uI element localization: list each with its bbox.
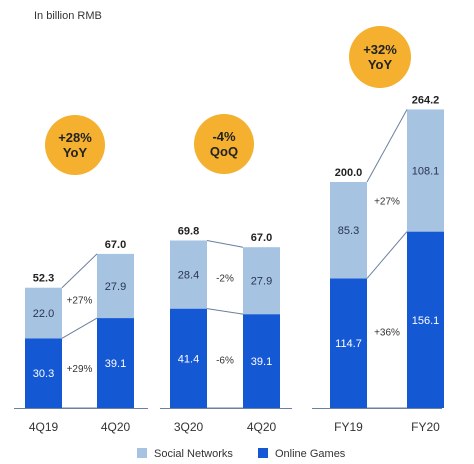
legend-label-social-networks: Social Networks (154, 448, 233, 460)
bar-social-networks-3q20 (170, 240, 207, 309)
bar-social-networks-4q20 (97, 253, 134, 319)
data-label-social-networks-fy20: 108.1 (412, 166, 440, 178)
data-label-social-networks-fy19: 85.3 (338, 225, 359, 237)
x-tick-label-fy20: FY20 (411, 420, 440, 434)
total-label-3q20: 69.8 (178, 225, 199, 237)
total-label-fy20: 264.2 (412, 94, 440, 106)
bar-online-games-4q20 (97, 318, 134, 408)
badge-value: +32% (363, 42, 397, 57)
total-label-4q20: 67.0 (105, 239, 126, 251)
data-label-online-games-fy20: 156.1 (412, 315, 440, 327)
data-label-online-games-4q20: 39.1 (105, 358, 126, 370)
bar-online-games-fy19 (330, 278, 367, 408)
data-label-social-networks-4q20: 27.9 (105, 281, 126, 293)
badge-circle (194, 114, 254, 174)
data-label-online-games-3q20: 41.4 (178, 353, 199, 365)
data-label-online-games-4q19: 30.3 (33, 368, 54, 380)
badge-label: QoQ (210, 144, 238, 159)
badge-label: YoY (63, 145, 88, 160)
growth-label-social-networks: +27% (67, 295, 93, 306)
data-label-social-networks-3q20: 28.4 (178, 270, 199, 282)
chart-panel-yoy-3: 114.7 85.3 200.0 FY19 156.1 108.1 264.2 FY20 +27… (312, 26, 444, 434)
data-label-online-games-fy19: 114.7 (335, 338, 362, 350)
connector-line-top (366, 109, 408, 183)
connector-line-top (61, 253, 98, 289)
x-tick-label-3q20: 3Q20 (174, 420, 204, 434)
unit-label: In billion RMB (34, 10, 102, 22)
bar-social-networks-fy20 (407, 109, 444, 232)
legend-swatch-social-networks (137, 448, 147, 458)
badge-value: -4% (212, 129, 236, 144)
bar-social-networks-4q20 (243, 247, 280, 315)
bar-online-games-3q20 (170, 308, 207, 408)
bar-social-networks-fy19 (330, 182, 367, 279)
data-label-online-games-4q20: 39.1 (251, 356, 272, 368)
badge-circle (349, 26, 411, 88)
badge-value: +28% (58, 130, 92, 145)
legend-swatch-online-games (258, 448, 268, 458)
badge-circle (45, 115, 105, 175)
badge-label: YoY (368, 57, 393, 72)
growth-label-social-networks: -2% (216, 274, 234, 285)
x-tick-label-4q20: 4Q20 (101, 420, 131, 434)
connector-line-mid (61, 317, 98, 339)
growth-label-online-games: +29% (67, 364, 93, 375)
data-label-social-networks-4q20: 27.9 (251, 276, 272, 288)
connector-line-top (206, 239, 244, 248)
x-tick-label-4q20: 4Q20 (247, 420, 277, 434)
bar-online-games-fy20 (407, 231, 444, 408)
x-tick-label-fy19: FY19 (334, 420, 363, 434)
legend: Social Networks Online Games (137, 448, 346, 460)
total-label-fy19: 200.0 (335, 167, 363, 179)
x-tick-label-4q19: 4Q19 (29, 420, 59, 434)
growth-label-social-networks: +27% (374, 196, 400, 207)
connector-line-mid (366, 231, 408, 279)
chart-panel-yoy-1: 30.3 22.0 52.3 4Q19 39.1 27.9 67.0 4Q20 +27% +29%… (14, 115, 148, 434)
data-label-social-networks-4q19: 22.0 (33, 308, 54, 320)
growth-label-online-games: -6% (216, 356, 234, 367)
growth-label-online-games: +36% (374, 327, 400, 338)
connector-line-mid (206, 308, 244, 315)
total-label-4q19: 52.3 (33, 273, 54, 285)
chart-panels: 30.3 22.0 52.3 4Q19 39.1 27.9 67.0 4Q20 +27% +29%… (14, 26, 444, 434)
chart-panel-qoq-2: 41.4 28.4 69.8 3Q20 39.1 27.9 67.0 4Q20 -2% -6% -4… (160, 114, 292, 434)
change-badge: +28%YoY (45, 115, 105, 175)
change-badge: +32%YoY (349, 26, 411, 88)
bar-online-games-4q19 (25, 338, 62, 408)
bar-social-networks-4q19 (25, 287, 62, 339)
change-badge: -4%QoQ (194, 114, 254, 174)
total-label-4q20: 67.0 (251, 232, 272, 244)
bar-online-games-4q20 (243, 314, 280, 408)
legend-label-online-games: Online Games (275, 448, 346, 460)
